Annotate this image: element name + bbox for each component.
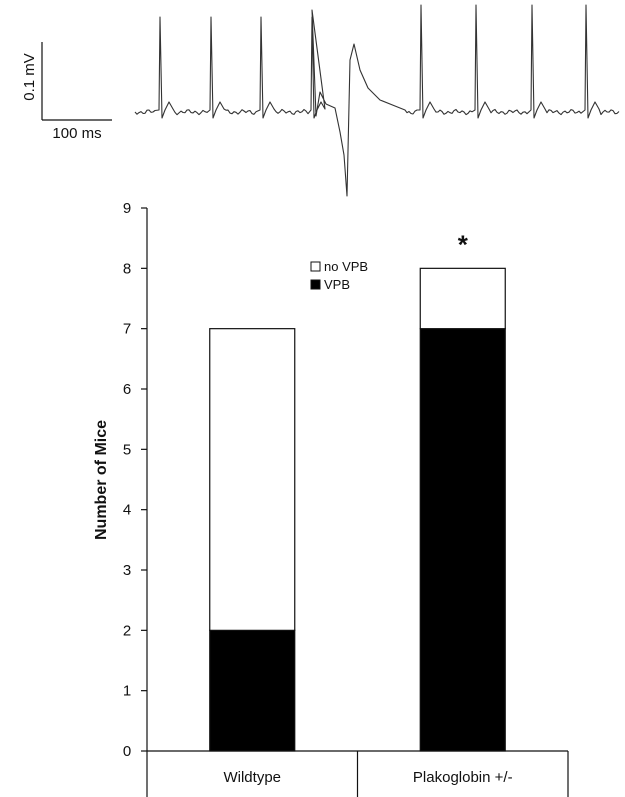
y-tick-label: 0 (123, 743, 131, 760)
x-category-label: Plakoglobin +/- (413, 769, 513, 786)
legend-label: no VPB (324, 259, 368, 274)
bar-segment (419, 267, 506, 330)
legend-swatch (310, 261, 321, 272)
scale-bar-voltage-label: 0.1 mV (21, 53, 38, 101)
y-tick-label: 2 (123, 622, 131, 639)
y-tick-label: 1 (123, 683, 131, 700)
y-axis: 0 1 2 3 4 5 6 7 8 9 (123, 200, 148, 760)
bar-segment (419, 328, 506, 752)
y-tick-label: 8 (123, 260, 131, 277)
y-tick-label: 3 (123, 562, 131, 579)
y-tick-label: 6 (123, 381, 131, 398)
ecg-trace (134, 4, 620, 197)
y-tick-label: 4 (123, 502, 131, 519)
legend-label: VPB (324, 277, 350, 292)
legend: no VPB VPB (310, 259, 368, 292)
annotations: * (458, 229, 469, 259)
y-tick-label: 7 (123, 321, 131, 338)
legend-swatch (310, 279, 321, 290)
y-axis-label: Number of Mice (93, 420, 110, 540)
bars (209, 267, 506, 752)
significance-asterisk: * (458, 229, 469, 259)
x-category-label: Wildtype (223, 769, 281, 786)
x-axis: Wildtype Plakoglobin +/- (146, 750, 569, 797)
bar-segment (209, 629, 296, 752)
y-tick-label: 9 (123, 200, 131, 217)
y-tick-label: 5 (123, 441, 131, 458)
bar-chart: 0 1 2 3 4 5 6 7 8 9 Wildtype Plakoglobin +/- Numbe… (93, 200, 569, 797)
bar-segment (209, 328, 296, 631)
ecg-scale-bar: 0.1 mV 100 ms (21, 42, 112, 142)
scale-bar-time-label: 100 ms (52, 125, 101, 142)
